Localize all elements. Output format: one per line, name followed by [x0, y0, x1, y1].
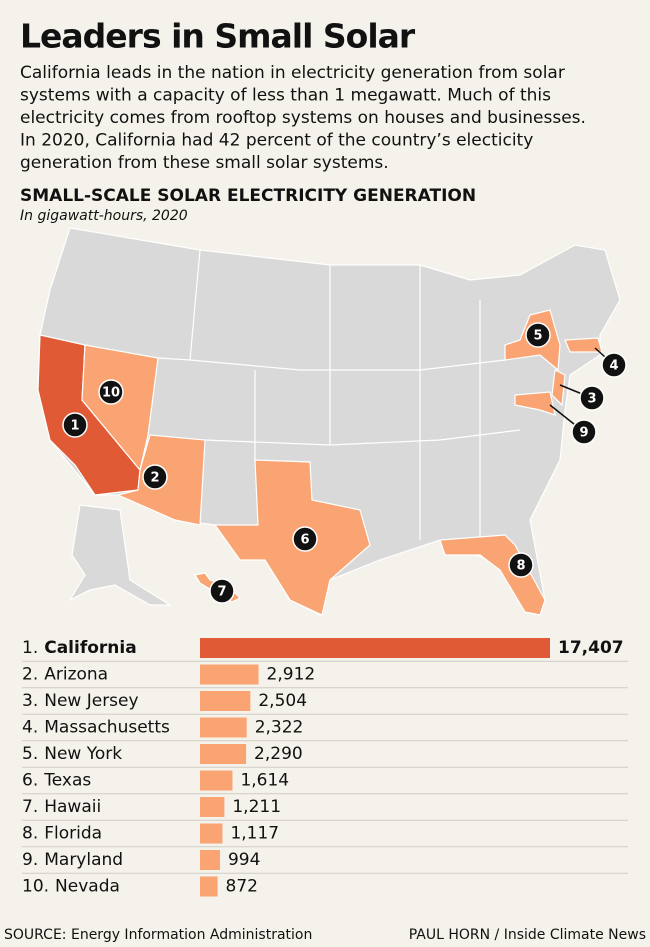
value-label: 1,117 — [230, 824, 279, 844]
marker — [142, 464, 168, 490]
marker — [62, 412, 88, 438]
category: Nevada — [55, 877, 120, 897]
description-line: generation from these small solar system… — [20, 153, 389, 173]
state-border — [189, 359, 506, 371]
category: Florida — [44, 824, 102, 844]
description: California leads in the nation in electr… — [20, 63, 586, 173]
category-label: 10. Nevada — [22, 877, 120, 897]
marker-label: 8 — [516, 559, 525, 574]
bar — [200, 744, 247, 764]
rank: 6. — [22, 771, 38, 791]
nevada — [81, 344, 159, 472]
description-line: In 2020, California had 42 percent of th… — [20, 131, 533, 151]
chart-subtitle: In gigawatt-hours, 2020 — [20, 208, 188, 224]
value-label: 872 — [226, 877, 258, 897]
description-line: electricity comes from rooftop systems o… — [20, 108, 586, 128]
category-label: 8. Florida — [22, 824, 102, 844]
marker — [98, 379, 124, 405]
value-label: 1,614 — [240, 771, 289, 791]
rank: 7. — [22, 797, 38, 817]
bar — [200, 770, 233, 791]
marker — [601, 352, 627, 378]
massachusetts — [564, 337, 603, 353]
map — [37, 227, 621, 616]
marker-label: 5 — [533, 329, 542, 344]
marker — [571, 419, 597, 445]
rank: 8. — [22, 824, 38, 844]
category: Maryland — [44, 850, 123, 870]
description-line: systems with a capacity of less than 1 m… — [20, 86, 551, 106]
rank: 4. — [22, 718, 38, 738]
category: New Jersey — [44, 691, 138, 711]
marker — [508, 552, 534, 578]
new-jersey — [551, 369, 566, 407]
category: Hawaii — [44, 797, 101, 817]
category: Arizona — [44, 665, 108, 685]
bar — [200, 797, 225, 817]
bar — [200, 850, 220, 870]
category-label: 3. New Jersey — [22, 691, 139, 711]
rank: 9. — [22, 850, 38, 870]
marker-label: 4 — [609, 359, 618, 374]
rank: 1. — [22, 638, 38, 658]
marker — [292, 526, 318, 552]
marker — [525, 322, 551, 348]
rank: 10. — [22, 877, 49, 897]
category-label: 2. Arizona — [22, 665, 108, 685]
bar — [200, 638, 550, 658]
source: SOURCE: Energy Information Administratio… — [4, 927, 312, 943]
marker-label: 3 — [587, 392, 596, 407]
rank: 3. — [22, 691, 38, 711]
bar — [200, 717, 247, 738]
category: New York — [44, 744, 122, 764]
category-label: 6. Texas — [22, 771, 91, 791]
marker-label: 7 — [217, 585, 226, 600]
value-label: 2,504 — [258, 691, 307, 711]
marker-label: 1 — [70, 419, 79, 434]
marker-label: 9 — [579, 426, 588, 441]
marker-label: 10 — [102, 386, 120, 401]
value-label: 2,322 — [255, 718, 304, 738]
bar — [200, 876, 218, 897]
credit: PAUL HORN / Inside Climate News — [409, 927, 646, 943]
map-markers: 1 2 3 4 5 6 7 8 9 10 — [62, 322, 627, 604]
category: Texas — [43, 771, 91, 791]
marker — [579, 385, 605, 411]
maryland — [514, 391, 556, 416]
value-label: 1,211 — [232, 797, 281, 817]
category-label: 5. New York — [22, 744, 122, 764]
marker — [209, 578, 235, 604]
bar — [200, 664, 259, 685]
marker-label: 2 — [150, 471, 159, 486]
chart-title: SMALL-SCALE SOLAR ELECTRICITY GENERATION — [20, 186, 476, 206]
rank: 2. — [22, 665, 38, 685]
category: California — [44, 638, 136, 658]
rank: 5. — [22, 744, 38, 764]
bar-chart: 1. California 17,407 2. Arizona 2,912 3. New Je… — [22, 638, 628, 897]
category-label: 4. Massachusetts — [22, 718, 170, 738]
value-label: 994 — [228, 850, 260, 870]
category: Massachusetts — [44, 718, 170, 738]
marker-label: 6 — [300, 533, 309, 548]
description-line: California leads in the nation in electr… — [20, 63, 565, 83]
alaska — [68, 504, 173, 606]
category-label: 7. Hawaii — [22, 797, 101, 817]
category-label: 1. California — [22, 638, 137, 658]
value-label: 17,407 — [558, 638, 624, 658]
value-label: 2,290 — [254, 744, 303, 764]
category-label: 9. Maryland — [22, 850, 123, 870]
bar — [200, 823, 223, 844]
bar — [200, 691, 251, 711]
value-label: 2,912 — [267, 665, 316, 685]
title: Leaders in Small Solar — [20, 17, 416, 56]
